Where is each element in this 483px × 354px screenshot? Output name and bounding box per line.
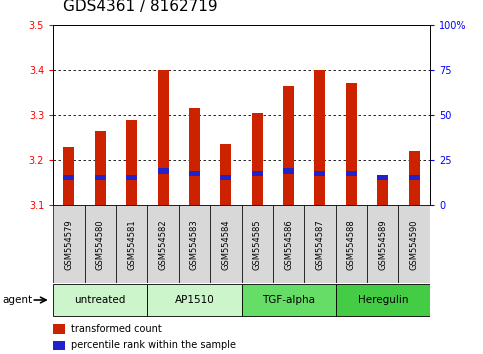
Text: percentile rank within the sample: percentile rank within the sample [71, 341, 236, 350]
Text: AP1510: AP1510 [174, 295, 214, 305]
Bar [377, 175, 388, 181]
Bar [336, 284, 430, 316]
Text: GDS4361 / 8162719: GDS4361 / 8162719 [63, 0, 217, 14]
Text: agent: agent [2, 295, 32, 305]
Bar [252, 113, 263, 205]
Bar [409, 175, 420, 181]
Bar [95, 131, 106, 205]
Bar [53, 205, 85, 283]
Bar [377, 178, 388, 205]
Text: GSM554587: GSM554587 [315, 219, 325, 270]
Bar [63, 175, 74, 181]
Bar [157, 70, 169, 205]
Bar [95, 175, 106, 181]
Bar [147, 205, 179, 283]
Bar [304, 205, 336, 283]
Bar [157, 168, 169, 174]
Bar [336, 205, 367, 283]
Bar [147, 284, 242, 316]
Text: GSM554584: GSM554584 [221, 219, 230, 270]
Text: GSM554590: GSM554590 [410, 219, 419, 269]
Text: transformed count: transformed count [71, 324, 161, 334]
Text: GSM554585: GSM554585 [253, 219, 262, 270]
Bar [273, 205, 304, 283]
Bar [189, 108, 200, 205]
Text: GSM554589: GSM554589 [378, 219, 387, 270]
Text: GSM554580: GSM554580 [96, 219, 105, 270]
Bar [409, 151, 420, 205]
Bar [179, 205, 210, 283]
Text: GSM554579: GSM554579 [64, 219, 73, 270]
Bar [242, 205, 273, 283]
Bar [283, 168, 294, 174]
Bar [210, 205, 242, 283]
Bar [220, 144, 231, 205]
Bar [283, 86, 294, 205]
Bar [53, 341, 65, 350]
Bar [242, 284, 336, 316]
Text: GSM554583: GSM554583 [190, 219, 199, 270]
Text: GSM554588: GSM554588 [347, 219, 356, 270]
Bar [252, 171, 263, 176]
Bar [367, 205, 398, 283]
Bar [126, 175, 137, 181]
Bar [53, 284, 147, 316]
Text: GSM554582: GSM554582 [158, 219, 168, 270]
Text: GSM554581: GSM554581 [127, 219, 136, 270]
Bar [53, 324, 65, 333]
Bar [398, 205, 430, 283]
Bar [116, 205, 147, 283]
Bar [220, 175, 231, 181]
Bar [314, 171, 326, 176]
Text: untreated: untreated [74, 295, 126, 305]
Bar [346, 84, 357, 205]
Text: GSM554586: GSM554586 [284, 219, 293, 270]
Bar [346, 171, 357, 176]
Bar [85, 205, 116, 283]
Text: TGF-alpha: TGF-alpha [262, 295, 315, 305]
Bar [189, 171, 200, 176]
Bar [314, 70, 326, 205]
Bar [126, 120, 137, 205]
Bar [63, 147, 74, 205]
Text: Heregulin: Heregulin [357, 295, 408, 305]
